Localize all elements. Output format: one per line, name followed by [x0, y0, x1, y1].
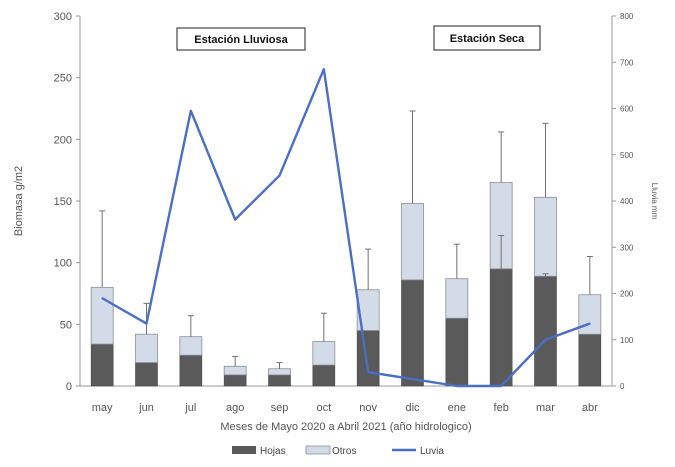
- rain-point: [456, 385, 458, 387]
- right-tick-label: 600: [620, 105, 634, 114]
- bar-otros: [268, 368, 291, 376]
- bar-otros: [578, 294, 602, 335]
- bar-hojas: [135, 362, 158, 387]
- rain-point: [101, 297, 103, 299]
- bar-otros: [135, 333, 158, 363]
- x-tick-label: dic: [405, 402, 420, 414]
- right-tick-label: 700: [620, 58, 634, 67]
- legend: Hojas Otros Luvia: [232, 445, 444, 457]
- bar-hojas: [401, 279, 424, 387]
- x-tick-label: feb: [494, 402, 509, 414]
- x-tick-label: oct: [316, 402, 331, 414]
- bar-hojas: [489, 268, 513, 387]
- rain-point: [278, 174, 281, 177]
- left-tick-label: 300: [54, 11, 72, 23]
- bar-otros: [445, 278, 469, 319]
- annotation-box-seca: [433, 25, 541, 51]
- x-tick-label: jun: [138, 402, 154, 414]
- x-tick-label: sep: [271, 402, 289, 414]
- annotation-seca: Estación Seca: [450, 33, 525, 45]
- x-tick-label: jul: [184, 402, 196, 414]
- rain-point: [190, 110, 192, 112]
- legend-swatch-otros: [305, 445, 331, 455]
- left-tick-label: 0: [66, 381, 72, 393]
- right-tick-label: 400: [620, 197, 634, 206]
- rain-point: [323, 68, 325, 70]
- rain-point: [589, 322, 591, 325]
- x-tick-label: mar: [536, 402, 555, 414]
- bar-hojas: [534, 275, 557, 387]
- bar-hojas: [90, 343, 114, 387]
- rain-line-group: [101, 67, 591, 388]
- left-tick-label: 50: [60, 319, 72, 331]
- bar-hojas: [578, 333, 602, 387]
- x-tick-label: ene: [448, 402, 466, 414]
- left-tick-label: 200: [54, 134, 72, 146]
- rain-point: [411, 378, 414, 380]
- rain-point: [234, 218, 236, 221]
- x-tick-label: nov: [359, 402, 377, 414]
- bar-otros: [90, 286, 114, 345]
- bar-hojas: [445, 317, 469, 387]
- bar-otros: [179, 336, 203, 356]
- legend-swatch-hojas: [232, 446, 256, 454]
- bar-hojas: [268, 374, 291, 387]
- right-tick-label: 100: [620, 336, 634, 345]
- bar-otros: [223, 365, 247, 376]
- annotation-lluviosa: Estación Lluviosa: [194, 34, 288, 46]
- bar-hojas: [223, 374, 247, 387]
- bar-otros: [312, 341, 336, 366]
- bar-hojas: [179, 354, 203, 387]
- left-tick-label: 100: [54, 258, 72, 270]
- legend-label-otros: Otros: [332, 446, 356, 457]
- rain-line: [101, 67, 591, 388]
- x-axis-title: Meses de Mayo 2020 a Abril 2021 (año hid…: [220, 421, 471, 433]
- legend-label-luvia: Luvia: [420, 446, 444, 457]
- error-bars: [99, 110, 593, 369]
- left-axis-title: Biomasa g/m2: [13, 166, 25, 236]
- right-tick-label: 300: [620, 243, 634, 252]
- rain-point: [367, 371, 369, 373]
- x-tick-label: abr: [582, 402, 598, 414]
- left-tick-label: 150: [54, 196, 72, 208]
- legend-label-hojas: Hojas: [260, 446, 286, 457]
- rain-point: [145, 322, 148, 325]
- bar-hojas: [356, 330, 380, 387]
- bar-otros: [401, 203, 424, 281]
- right-tick-label: 800: [620, 12, 634, 21]
- left-tick-label: 250: [54, 73, 72, 85]
- bar-hojas: [312, 364, 336, 387]
- right-tick-label: 200: [620, 290, 634, 299]
- x-tick-label: ago: [226, 402, 244, 414]
- rain-point: [500, 385, 502, 387]
- axes: 0 50 100 150 200 250 300 0 100 200 300 400 500 600 700…: [54, 11, 634, 414]
- annotation-box-lluviosa: [176, 27, 306, 51]
- right-tick-label: 500: [620, 151, 634, 160]
- labels: Meses de Mayo 2020 a Abril 2021 (año hid…: [13, 25, 659, 433]
- right-tick-label: 0: [620, 382, 625, 391]
- bar-otros: [534, 196, 557, 277]
- right-axis-title: Lluvia mm: [650, 183, 659, 220]
- x-tick-label: may: [92, 402, 113, 414]
- rain-point: [544, 338, 547, 341]
